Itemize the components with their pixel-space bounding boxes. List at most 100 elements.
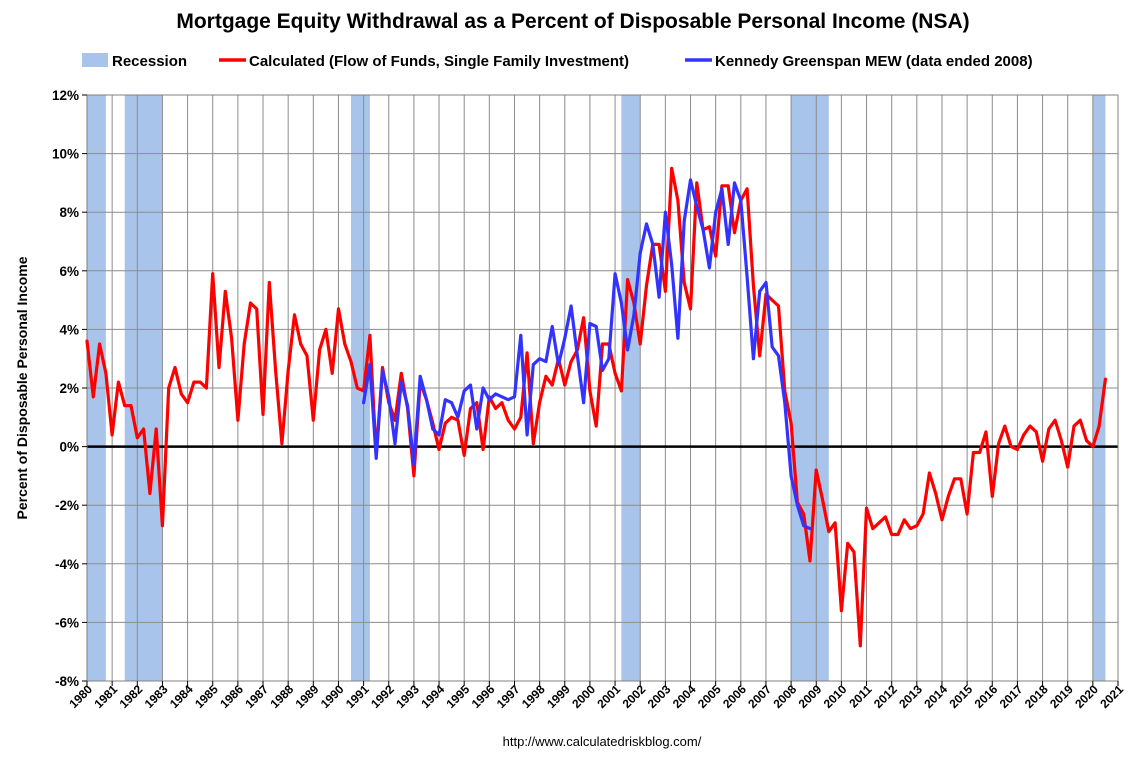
data-point-0-136 [940, 518, 944, 522]
data-point-1-19 [481, 386, 485, 390]
data-point-0-77 [569, 360, 573, 364]
y-tick-label-6: 0% [59, 440, 79, 455]
data-point-1-18 [475, 427, 479, 431]
data-point-0-102 [726, 184, 730, 188]
data-point-0-101 [720, 184, 724, 188]
data-point-0-56 [437, 448, 441, 451]
data-point-0-50 [399, 371, 403, 375]
data-point-0-40 [337, 307, 340, 311]
data-point-1-36 [588, 322, 592, 325]
data-point-0-28 [261, 412, 265, 416]
data-point-0-65 [494, 407, 498, 410]
data-point-0-93 [670, 166, 674, 170]
data-point-1-29 [544, 360, 548, 364]
data-point-0-155 [1060, 439, 1063, 443]
data-point-0-112 [789, 421, 793, 425]
data-point-0-39 [330, 371, 334, 375]
data-point-0-156 [1066, 465, 1070, 469]
data-point-0-149 [1022, 433, 1026, 437]
y-tick-label-8: -4% [55, 557, 79, 572]
data-point-1-0 [362, 401, 366, 405]
data-point-0-162 [1104, 377, 1107, 381]
data-point-1-53 [695, 204, 699, 208]
data-point-0-145 [997, 442, 1000, 446]
data-point-0-150 [1028, 424, 1032, 428]
data-point-0-127 [883, 515, 887, 519]
data-point-0-137 [946, 495, 950, 498]
data-point-0-88 [638, 342, 642, 346]
data-point-0-29 [267, 281, 271, 284]
data-point-0-84 [613, 371, 617, 375]
data-point-0-10 [148, 492, 152, 495]
series-lines [85, 166, 1108, 648]
data-point-1-28 [538, 357, 542, 361]
data-point-1-43 [632, 313, 636, 317]
data-point-0-114 [802, 512, 806, 516]
data-point-0-99 [707, 225, 711, 229]
data-point-1-52 [689, 178, 692, 182]
data-point-0-36 [311, 418, 315, 422]
data-point-0-18 [198, 380, 202, 384]
data-point-1-47 [657, 295, 661, 299]
data-point-0-73 [544, 374, 548, 378]
data-point-0-24 [236, 418, 240, 422]
data-point-0-105 [745, 187, 749, 191]
data-point-0-138 [953, 477, 956, 481]
y-tick-label-5: 2% [59, 381, 79, 396]
series-points-0 [85, 166, 1107, 648]
y-tick-label-3: 6% [59, 264, 79, 279]
legend-swatch-recession [82, 53, 108, 67]
data-point-0-6 [123, 404, 127, 407]
data-point-0-157 [1072, 424, 1076, 428]
data-point-0-152 [1041, 459, 1044, 463]
legend-item-recession: Recession [82, 53, 187, 70]
data-point-0-81 [594, 424, 598, 428]
data-point-0-67 [506, 418, 510, 422]
data-point-0-107 [758, 354, 762, 358]
data-point-0-144 [990, 495, 994, 498]
data-point-0-9 [142, 427, 145, 431]
data-point-0-122 [852, 550, 856, 554]
legend-label-recession: Recession [112, 53, 187, 70]
legend-item-calculated: Calculated (Flow of Funds, Single Family… [219, 53, 629, 70]
data-point-0-140 [965, 512, 969, 516]
data-point-1-12 [437, 433, 441, 437]
data-point-1-1 [368, 363, 372, 366]
data-point-0-35 [305, 354, 309, 358]
data-point-0-119 [833, 521, 837, 525]
data-point-0-110 [777, 304, 780, 308]
data-point-0-69 [519, 415, 523, 419]
data-point-0-115 [808, 559, 812, 563]
y-tick-label-9: -6% [55, 615, 79, 630]
y-tick-label-2: 8% [59, 205, 79, 220]
data-point-0-117 [821, 497, 824, 501]
data-point-0-132 [915, 524, 919, 528]
data-point-0-12 [161, 524, 164, 528]
data-point-0-79 [582, 316, 586, 320]
data-point-0-68 [513, 427, 516, 431]
data-point-1-17 [469, 383, 472, 387]
data-point-0-153 [1047, 427, 1051, 431]
data-point-0-13 [167, 386, 171, 390]
data-point-0-76 [563, 383, 567, 387]
data-point-0-148 [1016, 448, 1019, 451]
data-point-0-159 [1085, 439, 1088, 443]
data-point-0-43 [355, 386, 359, 390]
data-point-1-61 [745, 275, 749, 279]
data-point-0-21 [217, 366, 221, 369]
legend: Recession Calculated (Flow of Funds, Sin… [82, 53, 1033, 70]
data-point-0-7 [129, 404, 133, 407]
data-point-0-135 [934, 492, 938, 495]
chart-title: Mortgage Equity Withdrawal as a Percent … [176, 10, 969, 33]
data-point-1-35 [582, 401, 586, 405]
data-point-0-5 [117, 380, 120, 384]
data-point-1-68 [789, 474, 793, 478]
data-point-0-32 [286, 369, 290, 372]
data-point-1-45 [645, 222, 648, 226]
data-point-0-147 [1009, 445, 1013, 448]
data-point-0-37 [318, 348, 322, 352]
data-point-0-57 [443, 421, 447, 425]
data-point-1-50 [676, 336, 680, 340]
data-point-1-21 [494, 392, 498, 396]
